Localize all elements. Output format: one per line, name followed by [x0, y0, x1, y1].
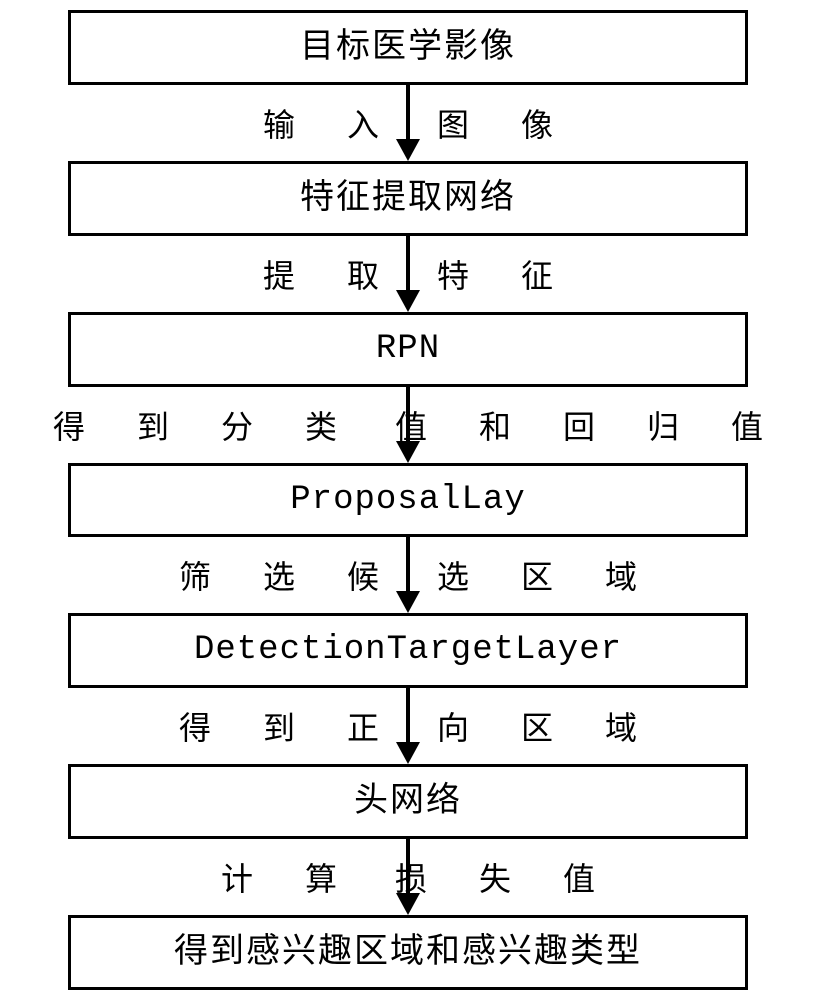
edge-4: 得 到 正 向 区 域: [68, 688, 748, 764]
flowchart: 目标医学影像 输 入 图 像 特征提取网络 提 取 特 征 RPN 得 到 分 …: [68, 10, 748, 990]
edge-3: 筛 选 候 选 区 域: [68, 537, 748, 613]
node-0: 目标医学影像: [68, 10, 748, 85]
node-1: 特征提取网络: [68, 161, 748, 236]
node-3: ProposalLay: [68, 463, 748, 538]
arrow-head-icon: [396, 742, 420, 764]
edge-label-right: 特 征: [419, 251, 575, 297]
arrow-head-icon: [396, 441, 420, 463]
node-6: 得到感兴趣区域和感兴趣类型: [68, 915, 748, 990]
arrow-line: [406, 85, 410, 145]
edge-label-right: 图 像: [419, 100, 575, 146]
edge-5: 计 算 损 失 值: [68, 839, 748, 915]
edge-1: 提 取 特 征: [68, 236, 748, 312]
edge-label-left: 筛 选 候: [179, 552, 419, 598]
edge-label-left: 计 算: [221, 854, 377, 900]
edge-0: 输 入 图 像: [68, 85, 748, 161]
edge-label-right: 值 和 回 归 值: [377, 402, 785, 448]
arrow-line: [406, 387, 410, 447]
edge-2: 得 到 分 类 值 和 回 归 值: [68, 387, 748, 463]
node-2: RPN: [68, 312, 748, 387]
arrow-line: [406, 688, 410, 748]
arrow-line: [406, 537, 410, 597]
edge-label-right: 向 区 域: [419, 703, 659, 749]
arrow-line: [406, 236, 410, 296]
edge-label-left: 得 到 分 类: [53, 402, 377, 448]
arrow-line: [406, 839, 410, 899]
node-4: DetectionTargetLayer: [68, 613, 748, 688]
node-5: 头网络: [68, 764, 748, 839]
arrow-head-icon: [396, 139, 420, 161]
arrow-head-icon: [396, 591, 420, 613]
arrow-head-icon: [396, 290, 420, 312]
edge-label-left: 得 到 正: [179, 703, 419, 749]
edge-label-right: 选 区 域: [419, 552, 659, 598]
arrow-head-icon: [396, 893, 420, 915]
